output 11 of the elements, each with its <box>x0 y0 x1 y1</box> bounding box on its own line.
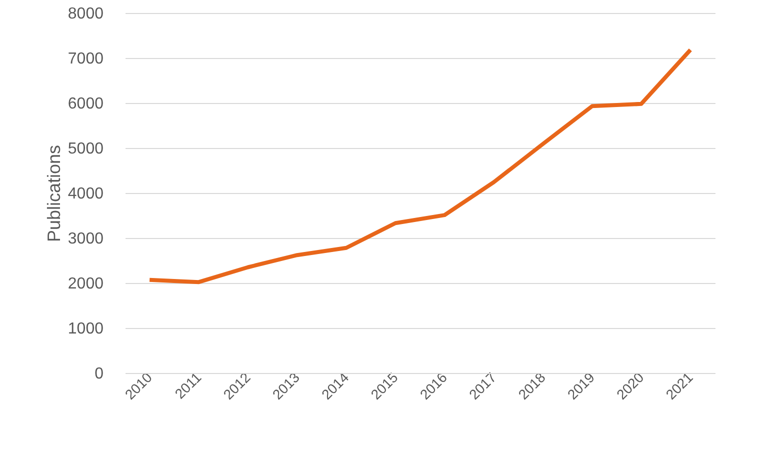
y-tick-label: 8000 <box>68 6 104 22</box>
y-tick-label: 7000 <box>68 50 104 68</box>
y-tick-label: 1000 <box>68 320 104 338</box>
y-axis-title: Publications <box>44 144 64 242</box>
y-tick-label: 4000 <box>68 186 104 202</box>
y-tick-label: 3000 <box>68 230 104 248</box>
y-tick-label: 6000 <box>68 96 104 112</box>
y-tick-label: 5000 <box>68 140 104 158</box>
y-tick-label: 0 <box>94 366 104 382</box>
y-tick-label: 2000 <box>68 276 104 292</box>
line-series <box>148 48 692 284</box>
